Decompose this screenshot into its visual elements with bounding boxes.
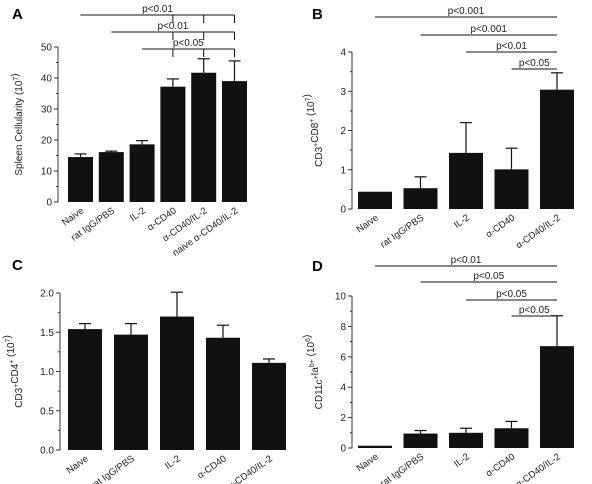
significance-label: p<0.05 <box>173 38 204 49</box>
bar <box>494 428 529 448</box>
x-tick-label: α-CD40 <box>484 212 517 240</box>
x-tick-label: Naive <box>65 453 91 476</box>
x-tick-label: IL-2 <box>128 205 148 223</box>
y-tick-label: 1 <box>340 165 346 176</box>
y-tick-label: 2 <box>340 126 346 137</box>
y-axis-label: CD11c+Iab+ (106) <box>302 335 325 410</box>
y-axis-label: CD3+CD8+ (107) <box>302 94 325 167</box>
panel-letter: A <box>12 6 23 23</box>
bar <box>160 316 194 450</box>
x-tick-label: α-CD40 <box>484 451 517 479</box>
bar <box>129 144 155 202</box>
significance-label: p<0.01 <box>451 255 482 266</box>
significance-label: p<0.001 <box>471 24 508 35</box>
bar <box>160 86 186 202</box>
y-tick-label: 30 <box>41 105 53 116</box>
y-axis-label: Spleen Cellularity (107) <box>10 73 25 175</box>
x-tick-label: Naive <box>355 212 381 235</box>
y-tick-label: 8 <box>340 322 346 333</box>
x-tick-label: α-CD40/IL-2 <box>226 453 275 484</box>
x-tick-label: IL-2 <box>163 453 183 471</box>
y-tick-label: 10 <box>335 292 347 303</box>
bar <box>403 433 438 448</box>
y-tick-label: 0 <box>340 444 346 455</box>
significance-label: p<0.05 <box>519 58 550 69</box>
x-tick-label: rat IgG/PBS <box>378 212 426 250</box>
bar <box>68 157 93 202</box>
panel-letter: C <box>12 257 23 274</box>
y-tick-label: 0 <box>340 205 346 216</box>
panel-letter: D <box>312 258 323 275</box>
x-tick-label: rat IgG/PBS <box>89 453 137 484</box>
x-tick-label: α-CD40/IL-2 <box>514 451 563 484</box>
bar <box>206 337 240 450</box>
y-tick-label: 6 <box>340 352 346 363</box>
y-tick-label: 20 <box>41 136 53 147</box>
y-axis-label: CD3+CD4+ (107) <box>2 335 25 408</box>
bar <box>252 362 286 450</box>
significance-label: p<0.05 <box>496 289 527 300</box>
bar <box>540 89 574 209</box>
y-tick-label: 0.0 <box>40 446 54 457</box>
y-tick-label: 0.5 <box>40 406 54 417</box>
y-tick-label: 50 <box>41 43 53 54</box>
y-tick-label: 2.0 <box>40 289 54 300</box>
y-tick-label: 3 <box>340 87 346 98</box>
y-tick-label: 1.5 <box>40 328 54 339</box>
significance-label: p<0.01 <box>496 41 527 52</box>
x-tick-label: α-CD40 <box>195 453 228 481</box>
y-tick-label: 10 <box>41 167 53 178</box>
bar <box>449 152 483 209</box>
bar <box>540 346 574 448</box>
x-tick-label: Naive <box>355 451 381 474</box>
bar <box>494 169 529 209</box>
bar <box>114 334 148 450</box>
bar <box>403 188 438 209</box>
bar <box>98 152 124 202</box>
significance-label: p<0.01 <box>142 4 173 15</box>
y-tick-label: 4 <box>340 383 346 394</box>
bar <box>358 191 392 209</box>
bar <box>449 432 483 448</box>
significance-label: p<0.001 <box>448 6 485 17</box>
y-tick-label: 1.0 <box>40 367 54 378</box>
x-tick-label: α-CD40/IL-2 <box>514 212 563 251</box>
bar <box>358 445 392 448</box>
significance-label: p<0.05 <box>473 271 504 282</box>
x-tick-label: IL-2 <box>452 212 472 230</box>
x-tick-label: rat IgG/PBS <box>378 451 426 484</box>
y-tick-label: 0 <box>46 198 52 209</box>
bar <box>191 72 217 202</box>
y-tick-label: 2 <box>340 413 346 424</box>
x-tick-label: IL-2 <box>452 451 472 469</box>
bar <box>222 81 247 202</box>
significance-label: p<0.05 <box>519 305 550 316</box>
bar <box>68 329 102 450</box>
y-tick-label: 4 <box>340 48 346 59</box>
significance-label: p<0.01 <box>157 21 188 32</box>
y-tick-label: 40 <box>41 74 53 85</box>
panel-letter: B <box>312 6 323 23</box>
